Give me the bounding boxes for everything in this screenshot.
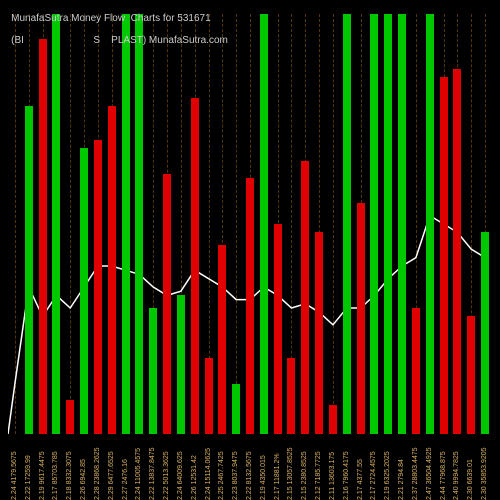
plot-area <box>8 14 492 434</box>
volume-bar <box>315 232 323 434</box>
x-tick-label: 2.37 28803.4475 <box>412 447 419 500</box>
x-tick-label: 2.47 36504.4925 <box>426 447 433 500</box>
x-tick-label: 2.22 8132.5675 <box>246 451 253 500</box>
x-tick-label: 2.17 85703.785 <box>52 451 59 500</box>
title-right: (BI S PLAST) MunafaSutra.com <box>11 35 228 46</box>
x-tick-label: 2.19 6325.2025 <box>384 451 391 500</box>
volume-bar <box>260 14 268 434</box>
x-tick-label: 2.15 13057.8525 <box>287 447 294 500</box>
volume-bar <box>481 232 489 434</box>
x-tick-label: 2.22 5013.3625 <box>163 451 170 500</box>
volume-bar <box>440 77 448 434</box>
money-flow-chart: MunafaSutra Money Flow Charts for 531671… <box>0 0 500 500</box>
x-tick-label: 2.19 9617.4475 <box>39 451 46 500</box>
volume-bar <box>301 161 309 434</box>
x-tick-label: 2.15 2380.8525 <box>301 451 308 500</box>
x-tick-label: 2.40 9994.7825 <box>453 451 460 500</box>
x-tick-label: 2.26 12531.42 <box>191 455 198 500</box>
chart-title: MunafaSutra Money Flow Charts for 531671… <box>0 2 500 57</box>
volume-bar <box>25 106 33 434</box>
volume-bar <box>274 224 282 434</box>
volume-bar <box>287 358 295 434</box>
volume-bar <box>370 14 378 434</box>
volume-bar <box>398 14 406 434</box>
x-tick-label: 2.28 23868.2625 <box>94 447 101 500</box>
volume-bar <box>52 14 60 434</box>
volume-bar <box>135 14 143 434</box>
x-axis-labels: 2.24 4179.5675 2.22 17259.99 2.19 9617.447… <box>8 434 492 500</box>
x-tick-label: 2.25 2467.7425 <box>218 451 225 500</box>
x-tick-label: 2.24 64009.625 <box>177 451 184 500</box>
volume-bar <box>412 308 420 434</box>
x-tick-label: 2.19 4350.015 <box>260 455 267 500</box>
volume-bar <box>246 178 254 434</box>
x-tick-label: 2.18 8332.3075 <box>66 451 73 500</box>
volume-bar <box>329 405 337 434</box>
x-tick-label: 2.23 8037.9475 <box>232 451 239 500</box>
x-tick-label: 2.21 2794.84 <box>398 459 405 500</box>
x-tick-label: 2.24 11005.4575 <box>135 448 142 500</box>
x-tick-label: 2.24 15114.0625 <box>205 448 212 500</box>
x-tick-label: 2.30 35853.9205 <box>481 447 488 500</box>
volume-bar <box>357 203 365 434</box>
volume-bar <box>218 245 226 434</box>
volume-bar <box>177 295 185 434</box>
volume-bar <box>384 14 392 434</box>
volume-bar <box>191 98 199 434</box>
x-tick-label: 2.12 7185.7725 <box>315 451 322 500</box>
volume-bar <box>467 316 475 434</box>
volume-bar <box>66 400 74 434</box>
x-tick-label: 2.27 2476.16 <box>122 459 129 500</box>
volume-bar <box>163 174 171 434</box>
volume-bar <box>426 14 434 434</box>
volume-bar <box>453 69 461 434</box>
volume-bar <box>122 14 130 434</box>
volume-bar <box>39 39 47 434</box>
x-tick-label: 2.24 4179.5675 <box>11 451 18 500</box>
volume-bar <box>149 308 157 434</box>
volume-bar <box>94 140 102 434</box>
x-tick-label: 2.17 11881.2% <box>274 453 281 500</box>
x-tick-label: 2.29 6477.6525 <box>108 451 115 500</box>
volume-bar <box>205 358 213 434</box>
volume-bar <box>108 106 116 434</box>
x-tick-label: 2.26 6942.85 <box>80 459 87 500</box>
volume-bar <box>80 148 88 434</box>
volume-bar <box>232 384 240 434</box>
x-tick-label: 2.17 4377.55 <box>357 459 364 500</box>
volume-bar <box>343 14 351 434</box>
x-tick-label: 2.22 17259.99 <box>25 455 32 500</box>
x-tick-label: 2.16 7960.4175 <box>343 451 350 500</box>
x-tick-label: 2.44 77968.875 <box>440 451 447 500</box>
x-tick-label: 2.17 2724.4575 <box>370 451 377 500</box>
x-tick-label: 2.11 13603.175 <box>329 452 336 500</box>
x-tick-label: 2.30 6639.01 <box>467 459 474 500</box>
x-tick-label: 2.22 13837.8475 <box>149 447 156 500</box>
title-left: MunafaSutra Money Flow Charts for 531671 <box>11 13 211 24</box>
